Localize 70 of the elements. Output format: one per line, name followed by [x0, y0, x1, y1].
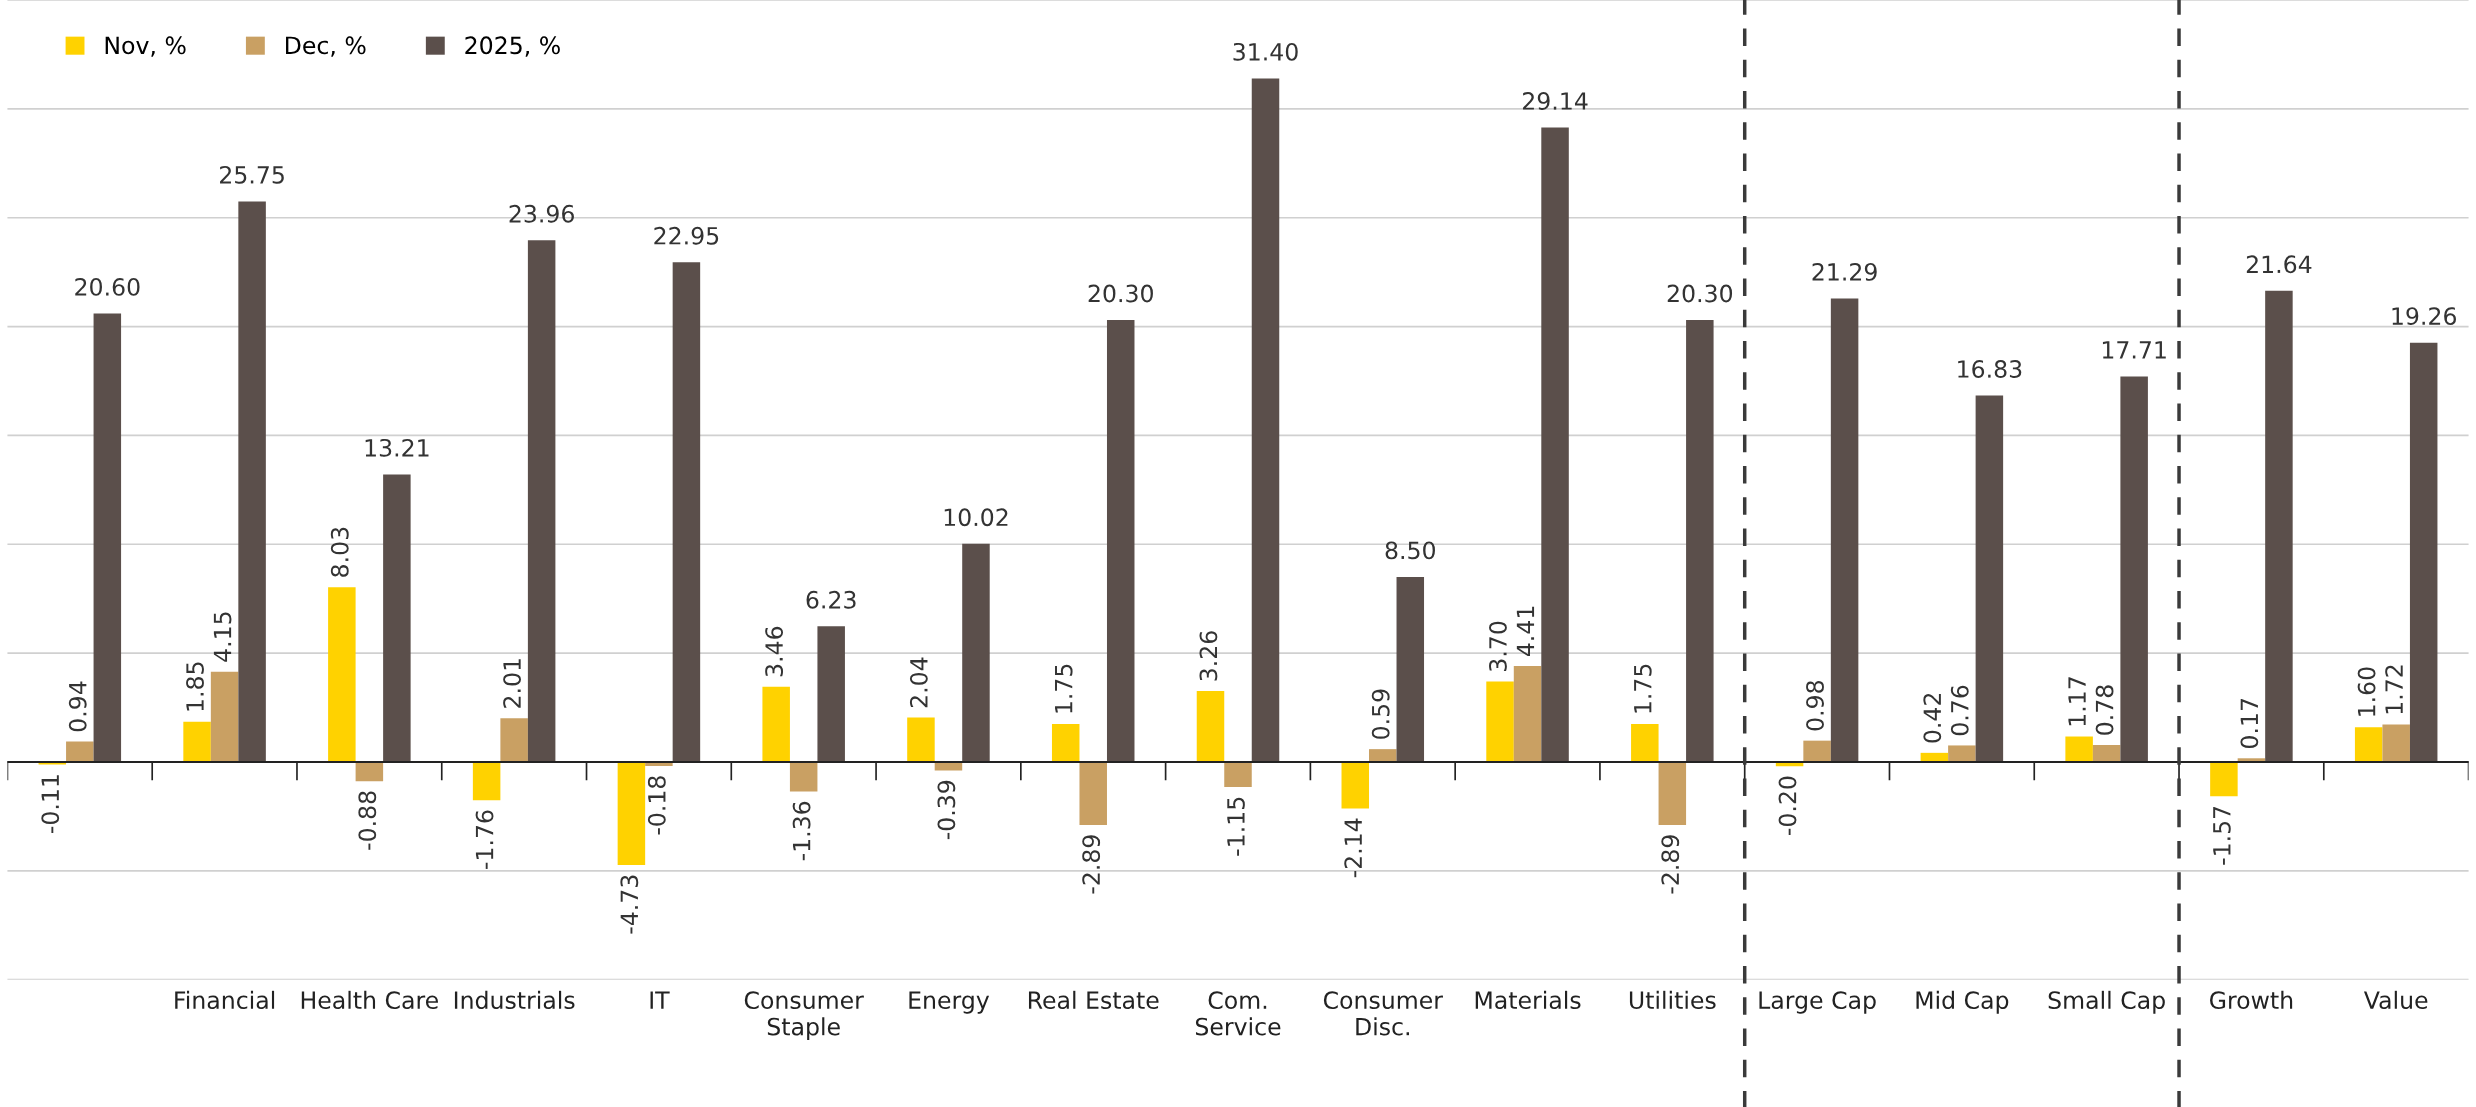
x-tick-label: Real Estate — [1028, 990, 1159, 1010]
x-tick-label: Consumer Staple — [744, 991, 864, 1041]
data-label: -2.89 — [1661, 835, 1680, 894]
data-label: -0.88 — [358, 791, 377, 850]
data-label: -0.39 — [937, 780, 956, 840]
data-label: -0.11 — [41, 775, 60, 834]
data-label: 1.75 — [1634, 664, 1652, 713]
x-tick-label: IT — [650, 991, 670, 1009]
data-label: -1.76 — [475, 810, 494, 869]
data-label: 23.96 — [509, 204, 574, 223]
x-tick-label: Utilities — [1629, 990, 1716, 1010]
x-tick-label: Consumer Disc. — [1323, 991, 1443, 1036]
x-tick-label: Materials — [1475, 990, 1581, 1010]
data-label: 0.17 — [2240, 699, 2259, 749]
data-label: 0.94 — [68, 681, 87, 732]
data-label: 0.59 — [1371, 689, 1390, 739]
x-tick-label: Mid Cap — [1916, 990, 2009, 1014]
data-label: -2.89 — [1082, 835, 1101, 894]
data-label: -0.20 — [1778, 776, 1797, 835]
x-tick-label: Energy — [909, 991, 990, 1014]
data-label: -2.14 — [1344, 818, 1362, 878]
data-label: -4.73 — [620, 875, 639, 934]
x-tick-label: Value — [2363, 990, 2428, 1010]
data-label: 10.02 — [944, 508, 1008, 527]
x-tick-label: Financial — [175, 990, 275, 1010]
data-label: 20.60 — [75, 278, 140, 296]
data-label: 3.70 — [1489, 621, 1507, 671]
data-label: 1.60 — [2357, 667, 2376, 716]
data-label: 29.14 — [1522, 92, 1588, 110]
data-label: 1.75 — [1055, 664, 1073, 713]
x-tick-label: Small Cap — [2048, 990, 2165, 1014]
data-label: 8.50 — [1385, 541, 1435, 560]
data-label: 1.17 — [2068, 677, 2086, 726]
data-label: -1.36 — [792, 801, 811, 861]
data-label: 21.64 — [2246, 255, 2312, 274]
data-label: 16.83 — [1958, 360, 2022, 378]
data-label: 0.78 — [2095, 685, 2114, 735]
x-tick-label: Industrials — [454, 990, 575, 1010]
data-label: 21.29 — [1812, 262, 1877, 281]
data-label: 17.71 — [2102, 341, 2166, 359]
data-label: 2.04 — [909, 657, 928, 708]
legend-label: 2025, % — [465, 36, 560, 57]
data-label: 4.41 — [1516, 606, 1535, 657]
data-label: 20.30 — [1667, 284, 1733, 303]
legend-label: Dec, % — [286, 36, 366, 57]
data-label: 22.95 — [654, 226, 719, 245]
x-tick-label: Growth — [2210, 990, 2293, 1010]
data-label: 6.23 — [806, 590, 856, 609]
x-tick-label: Health Care — [301, 990, 438, 1010]
data-label: 13.21 — [365, 438, 429, 457]
x-tick-label: Large Cap — [1759, 991, 1876, 1014]
data-label: 1.85 — [186, 662, 204, 711]
data-label: 2.01 — [503, 659, 521, 708]
data-label: 0.76 — [1950, 685, 1969, 736]
data-label: 3.26 — [1199, 631, 1218, 681]
data-label: -1.57 — [2213, 806, 2231, 865]
legend-label: Nov, % — [105, 36, 186, 57]
data-label: 25.75 — [220, 165, 284, 184]
data-label: 8.03 — [330, 527, 349, 577]
data-label: 20.30 — [1088, 284, 1153, 303]
data-label: 3.46 — [765, 626, 784, 677]
data-label: 0.98 — [1806, 680, 1824, 731]
x-tick-label: Com. Service — [1195, 991, 1281, 1036]
data-label: -0.18 — [647, 776, 666, 835]
data-label: 4.15 — [213, 612, 232, 662]
data-label: 19.26 — [2392, 307, 2456, 326]
data-label: 31.40 — [1233, 42, 1298, 61]
data-label: 0.42 — [1923, 693, 1942, 743]
data-label: -1.15 — [1227, 797, 1245, 856]
data-label: 1.72 — [2385, 665, 2403, 714]
